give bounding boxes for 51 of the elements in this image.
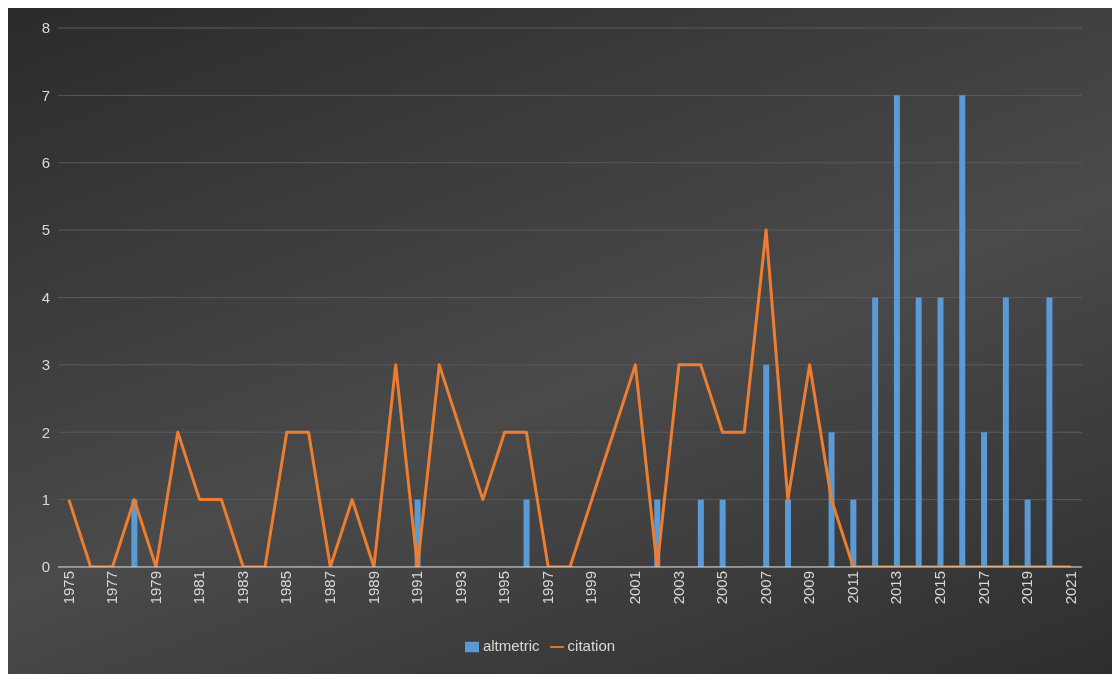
bar [697,499,704,567]
y-tick-label: 3 [41,356,50,374]
y-tick-label: 2 [41,423,50,441]
x-tick-label: 1977 [103,570,121,605]
x-tick-label: 2019 [1018,570,1036,605]
x-tick-label: 2005 [713,570,731,605]
bar [937,297,944,567]
bar [523,499,530,567]
y-tick-label: 8 [41,19,50,37]
x-tick-label: 1995 [495,570,513,605]
x-tick-label: 1991 [408,570,426,605]
x-tick-label: 2011 [843,570,861,604]
x-tick-label: 1999 [582,570,600,605]
x-tick-label: 2001 [626,570,644,605]
y-tick-label: 0 [41,558,50,576]
bar [1002,297,1009,567]
bar [981,432,988,567]
bar [959,95,966,567]
x-tick-label: 1987 [320,570,338,605]
y-tick-label: 1 [41,490,50,508]
bar [1046,297,1053,567]
line-series [67,228,1073,567]
x-tick-label: 2015 [931,570,949,605]
bar [1024,499,1031,567]
x-tick-label: 1983 [233,570,251,605]
y-tick-label: 5 [41,221,50,239]
x-tick-label: 1997 [538,570,556,605]
y-tick-label: 6 [41,154,50,172]
x-tick-label: 2003 [669,570,687,605]
x-tick-label: 1975 [59,570,77,605]
x-tick-label: 2017 [974,570,992,605]
x-tick-label: 1989 [364,570,382,605]
legend-label: altmetric [482,636,540,654]
legend-label: citation [567,636,616,654]
x-tick-label: 1981 [190,570,208,605]
bar [784,499,791,567]
bar [719,499,726,567]
x-tick-label: 1979 [146,570,164,605]
bar [763,364,770,567]
x-tick-label: 2021 [1061,570,1079,605]
y-tick-label: 4 [41,288,50,306]
y-tick-label: 7 [41,86,50,104]
bar [893,95,900,567]
x-tick-label: 2009 [800,570,818,605]
bar [872,297,879,567]
x-tick-label: 1993 [451,570,469,605]
bar [850,499,857,567]
x-tick-label: 2007 [756,570,774,605]
x-tick-label: 2013 [887,570,905,605]
bar [915,297,922,567]
x-tick-label: 1985 [277,570,295,605]
